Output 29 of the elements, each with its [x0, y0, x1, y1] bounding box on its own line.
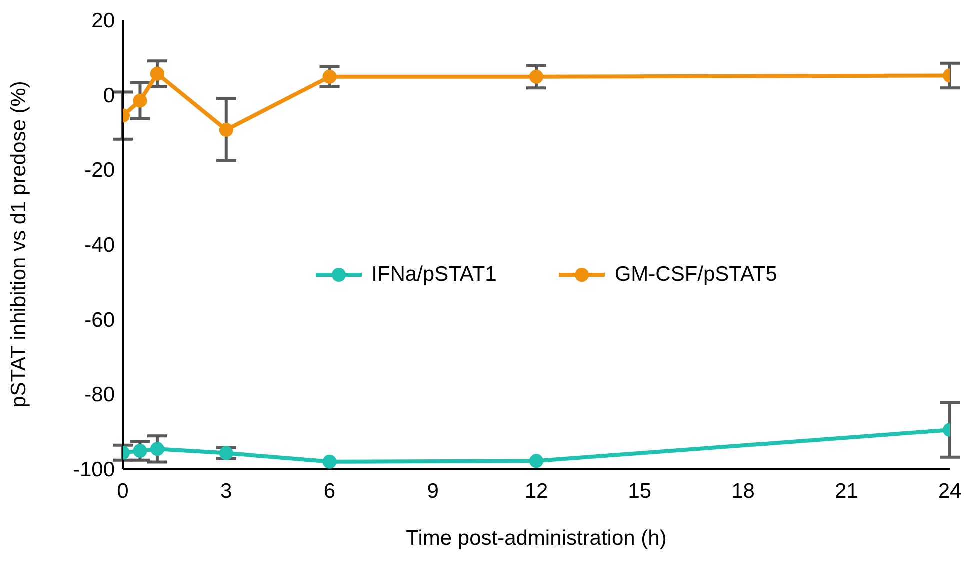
- y-tick-label: 20: [92, 9, 115, 32]
- point: [530, 70, 544, 84]
- point: [150, 66, 164, 81]
- point: [219, 446, 234, 460]
- x-tick-label: 15: [628, 480, 652, 503]
- point: [530, 454, 544, 468]
- x-axis-title: Time post-administration (h): [406, 527, 667, 550]
- x-tick-label: 24: [938, 480, 962, 503]
- y-axis-title: pSTAT inhibition vs d1 predose (%): [7, 81, 30, 408]
- point: [322, 70, 337, 84]
- y-tick-label: 0: [103, 84, 115, 108]
- legend-label: GM-CSF/pSTAT5: [614, 263, 778, 287]
- point: [322, 454, 337, 469]
- y-tick-label: -40: [84, 234, 115, 257]
- point: [133, 444, 148, 458]
- y-tick-label: -100: [72, 458, 115, 482]
- y-tick-label: -80: [84, 384, 115, 407]
- point: [150, 442, 164, 456]
- x-tick-label: 18: [732, 480, 755, 503]
- point: [219, 123, 234, 138]
- legend-label: IFNa/pSTAT1: [372, 263, 497, 287]
- x-tick-label: 9: [427, 480, 439, 503]
- y-tick-label: -20: [84, 159, 115, 182]
- x-tick-label: 21: [834, 480, 858, 503]
- x-tick-label: 3: [220, 480, 232, 503]
- x-tick-label: 12: [524, 480, 548, 503]
- y-tick-label: -60: [84, 308, 115, 332]
- x-tick-label: 6: [324, 480, 336, 503]
- point: [133, 94, 148, 108]
